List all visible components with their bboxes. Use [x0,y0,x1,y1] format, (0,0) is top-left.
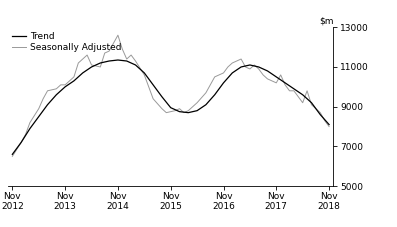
Trend [247,64,252,66]
Trend [45,103,50,106]
Trend [204,103,208,106]
Trend [107,60,112,62]
Seasonally Adjusted [327,125,331,128]
Trend [124,60,129,62]
Trend [291,87,296,90]
Trend [309,101,314,104]
Seasonally Adjusted [116,34,120,37]
Trend [142,72,147,74]
Trend [37,115,41,118]
Trend [80,72,85,74]
Trend [239,66,243,68]
Trend [10,153,15,156]
Seasonally Adjusted [63,84,67,86]
Trend [71,79,76,82]
Trend [221,81,226,84]
Trend [177,110,182,113]
Trend [318,113,323,116]
Trend [98,62,103,64]
Trend [168,106,173,109]
Trend [186,111,191,114]
Trend [230,72,235,74]
Trend [274,76,279,78]
Seasonally Adjusted [23,133,28,136]
Legend: Trend, Seasonally Adjusted: Trend, Seasonally Adjusted [12,32,121,52]
Trend [265,69,270,72]
Trend [54,93,59,96]
Trend [327,123,331,126]
Trend [283,81,287,84]
Seasonally Adjusted [98,66,103,68]
Line: Seasonally Adjusted: Seasonally Adjusted [12,35,329,156]
Trend [133,64,138,66]
Line: Trend: Trend [12,60,329,154]
Seasonally Adjusted [181,111,186,114]
Trend [151,84,156,86]
Seasonally Adjusted [45,89,50,92]
Trend [116,59,120,61]
Trend [27,127,32,130]
Trend [300,93,305,96]
Trend [256,66,261,68]
Trend [19,141,23,144]
Seasonally Adjusted [247,68,252,70]
Text: $m: $m [319,17,333,26]
Seasonally Adjusted [10,155,15,158]
Trend [195,109,199,112]
Trend [63,85,67,88]
Trend [160,95,164,98]
Trend [89,66,94,68]
Trend [212,93,217,96]
